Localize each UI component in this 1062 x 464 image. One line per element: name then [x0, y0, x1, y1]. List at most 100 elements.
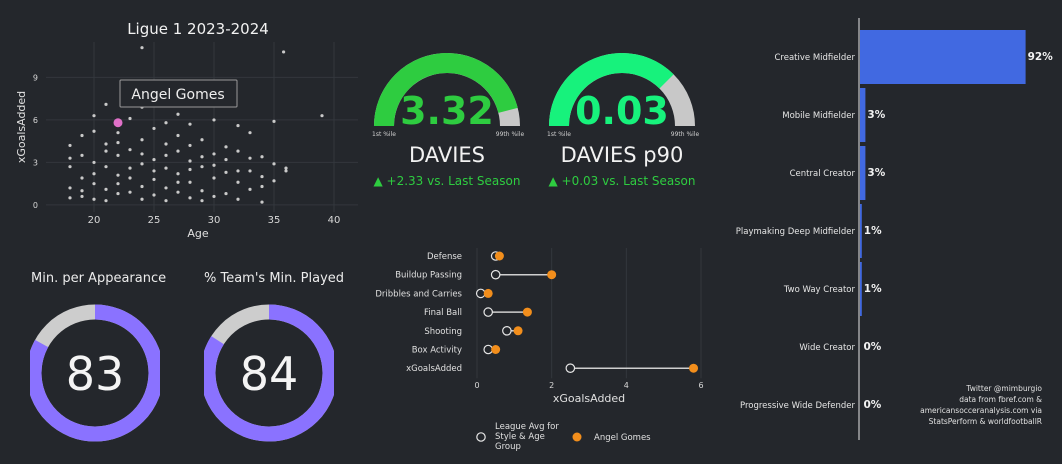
league-avg-dot — [475, 288, 486, 299]
scatter-point — [260, 200, 264, 204]
donut-team-min-title: % Team's Min. Played — [204, 271, 345, 286]
gauge-davies-p90-delta: ▲ +0.03 vs. Last Season — [548, 174, 696, 188]
scatter-point — [152, 177, 156, 182]
dot-xtick-label: 0 — [474, 381, 479, 390]
scatter-ytick-label: 6 — [33, 116, 38, 125]
gauge-low-label: 1st %ile — [547, 131, 571, 138]
scatter-point — [116, 131, 120, 135]
player-dot — [689, 363, 699, 373]
scatter-point — [80, 194, 84, 199]
scatter-point — [140, 197, 144, 201]
style-bar-label: Playmaking Deep Midfielder — [736, 227, 856, 237]
scatter-point — [128, 148, 132, 152]
style-bar-label: Creative Midfielder — [775, 53, 856, 63]
scatter-point — [152, 157, 156, 162]
scatter-point — [68, 165, 72, 169]
scatter-point — [236, 197, 240, 201]
legend-league-avg-label: Style & Age — [495, 432, 545, 442]
scatter-xtick-label: 40 — [328, 215, 341, 226]
scatter-point — [188, 167, 192, 172]
scatter-point — [104, 102, 108, 106]
scatter-xlabel: Age — [187, 227, 209, 240]
donut-min-per-appearance-title: Min. per Appearance — [31, 271, 167, 286]
player-dot — [513, 326, 523, 336]
credits-line: data from fbref.com & — [959, 395, 1042, 404]
league-avg-dot — [483, 344, 493, 355]
scatter-point — [68, 156, 72, 160]
dot-xtick-label: 6 — [698, 381, 703, 390]
donut-fill — [204, 304, 334, 442]
scatter-point — [272, 119, 276, 123]
scatter-point — [80, 153, 84, 157]
scatter-xtick-label: 35 — [268, 215, 281, 226]
style-bar-label: Progressive Wide Defender — [740, 401, 856, 411]
highlight-label: Angel Gomes — [131, 87, 224, 103]
scatter-point — [116, 173, 120, 177]
scatter-point — [260, 174, 264, 179]
league-avg-dot — [502, 326, 512, 336]
scatter-ytick-label: 0 — [33, 201, 38, 210]
style-bar-value: 3% — [867, 167, 885, 179]
scatter-point — [128, 176, 132, 180]
scatter-point — [176, 172, 180, 176]
scatter-point — [116, 191, 120, 196]
legend-player-marker — [572, 432, 582, 442]
scatter-point — [104, 142, 108, 146]
legend-league-avg-label: Group — [495, 442, 521, 452]
scatter-point — [212, 152, 216, 156]
scatter-point — [212, 118, 216, 122]
scatter-point — [116, 182, 120, 186]
gauge-davies: 3.32 1st %ile 99th %ile — [372, 53, 525, 138]
style-bar — [860, 146, 866, 200]
gauge-davies-delta: ▲ +2.33 vs. Last Season — [373, 174, 521, 188]
gauge-low-label: 1st %ile — [372, 131, 396, 138]
style-bar — [860, 88, 866, 142]
scatter-point — [188, 159, 192, 163]
scatter-point — [152, 169, 156, 173]
scatter-point — [176, 149, 180, 153]
dot-category-label: Final Ball — [424, 308, 462, 318]
xga-dot-plot: 0 2 4 6 xGoalsAdded Defense Buildup Passing Dri… — [375, 248, 704, 452]
donut-min-per-appearance: 83 — [30, 304, 160, 442]
credits-line: Twitter @mimburgio — [966, 384, 1042, 393]
style-bar-value: 92% — [1028, 51, 1054, 63]
scatter-point — [92, 129, 96, 133]
dot-category-label: Buildup Passing — [395, 271, 462, 281]
legend-league-avg-marker — [476, 432, 486, 442]
donut-fill — [30, 304, 160, 442]
scatter-point — [188, 143, 192, 148]
gauge-high-label: 99th %ile — [671, 131, 700, 138]
scatter-ytick-label: 3 — [33, 158, 38, 167]
scatter-point — [140, 138, 144, 142]
scatter-point — [212, 163, 216, 167]
player-dot — [494, 251, 504, 261]
scatter-point — [260, 184, 264, 189]
scatter-point — [128, 190, 132, 194]
scatter-point — [164, 153, 168, 157]
donut-value: 83 — [66, 347, 125, 401]
scatter-point — [68, 186, 72, 190]
scatter-point — [140, 162, 144, 166]
scatter-point — [164, 142, 168, 146]
gauge-value: 0.03 — [575, 89, 669, 133]
scatter-point — [272, 162, 276, 166]
dot-xtick-label: 4 — [624, 381, 629, 390]
style-bar-value: 0% — [864, 341, 882, 353]
scatter-point — [176, 180, 180, 184]
credits-line: americansocceranalysis.com via — [920, 406, 1042, 415]
scatter-point — [176, 112, 180, 116]
scatter-point — [104, 149, 108, 153]
scatter-point — [80, 176, 84, 180]
gauge-davies-name: DAVIES — [409, 143, 485, 167]
scatter-point — [104, 199, 108, 203]
scatter-point — [248, 169, 252, 173]
scatter-point — [248, 131, 252, 135]
scatter-chart: 20 25 30 35 40 0 3 6 9 Age xGoalsAdded Angel Gomes — [15, 42, 358, 240]
scatter-point — [212, 176, 216, 180]
player-dot — [522, 307, 532, 317]
gauge-davies-p90: 0.03 1st %ile 99th %ile — [547, 53, 700, 138]
dot-xlabel: xGoalsAdded — [553, 392, 625, 405]
scatter-point — [80, 189, 84, 193]
style-bar — [860, 204, 862, 258]
credits-line: StatsPerform & worldfootballR — [928, 417, 1042, 426]
